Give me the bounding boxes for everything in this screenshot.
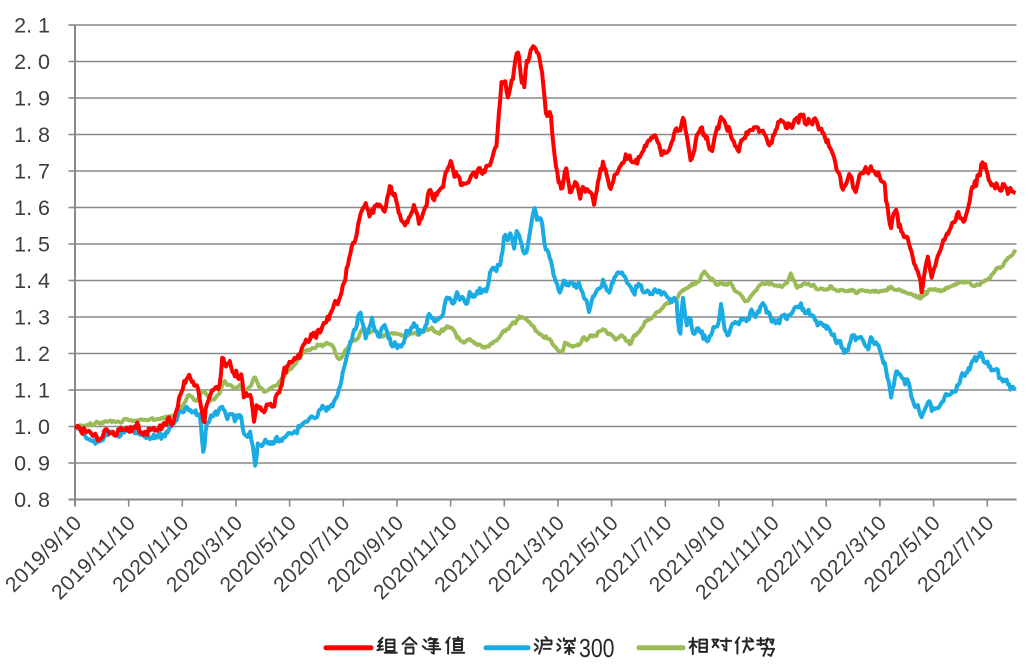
- svg-text:1. 2: 1. 2: [14, 342, 50, 366]
- svg-text:1. 4: 1. 4: [14, 269, 50, 293]
- svg-text:300: 300: [579, 633, 615, 663]
- svg-text:1. 6: 1. 6: [14, 196, 50, 220]
- svg-text:1. 3: 1. 3: [14, 306, 50, 330]
- svg-text:1. 0: 1. 0: [14, 415, 50, 439]
- svg-text:2. 1: 2. 1: [14, 14, 50, 38]
- svg-text:1. 5: 1. 5: [14, 233, 50, 257]
- svg-text:1. 7: 1. 7: [14, 160, 50, 184]
- svg-text:2. 0: 2. 0: [14, 50, 50, 74]
- svg-text:0. 9: 0. 9: [14, 452, 50, 476]
- svg-text:1. 9: 1. 9: [14, 87, 50, 111]
- svg-text:1. 8: 1. 8: [14, 123, 50, 147]
- svg-text:0. 8: 0. 8: [14, 488, 50, 512]
- svg-text:1. 1: 1. 1: [14, 379, 50, 403]
